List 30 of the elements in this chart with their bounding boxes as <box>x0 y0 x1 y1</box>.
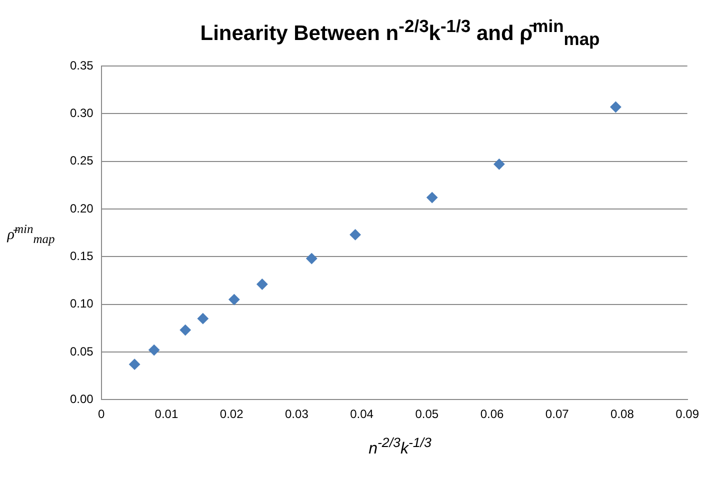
y-tick-label: 0.00 <box>70 392 94 406</box>
point <box>426 192 438 204</box>
y-tick-label: 0.30 <box>70 106 94 120</box>
x-axis-title: n$^{-2/3}$k$^{-1/3}$ <box>368 435 432 458</box>
y-tick-label: 0.05 <box>70 344 94 358</box>
x-tick-label: 0.04 <box>350 407 374 422</box>
point <box>180 324 191 336</box>
y-tick-label: 0.35 <box>70 58 94 72</box>
y-tick-label: 0.15 <box>70 248 94 263</box>
x-tick-label: 0.05 <box>415 407 439 422</box>
y-tick-label: 0.25 <box>70 154 94 168</box>
x-tick-label: 0.07 <box>545 407 570 422</box>
x-tick-label: 0.09 <box>676 407 700 422</box>
point <box>350 229 361 240</box>
x-tick-label: 0.02 <box>220 407 244 422</box>
x-tick-label: 0.08 <box>610 407 634 422</box>
x-tick-label: 0.06 <box>480 407 504 422</box>
point <box>148 344 160 356</box>
point <box>197 313 208 324</box>
point <box>494 158 505 170</box>
x-tick-label: 0.03 <box>285 407 309 422</box>
x-tick-label: 0 <box>98 407 106 422</box>
point <box>256 278 268 290</box>
y-tick-label: 0.10 <box>70 296 94 311</box>
point <box>610 101 622 112</box>
point <box>306 253 318 264</box>
x-tick-label: 0.01 <box>154 407 178 422</box>
point <box>129 358 140 370</box>
y-tick-label: 0.20 <box>70 201 94 216</box>
point <box>228 294 240 306</box>
